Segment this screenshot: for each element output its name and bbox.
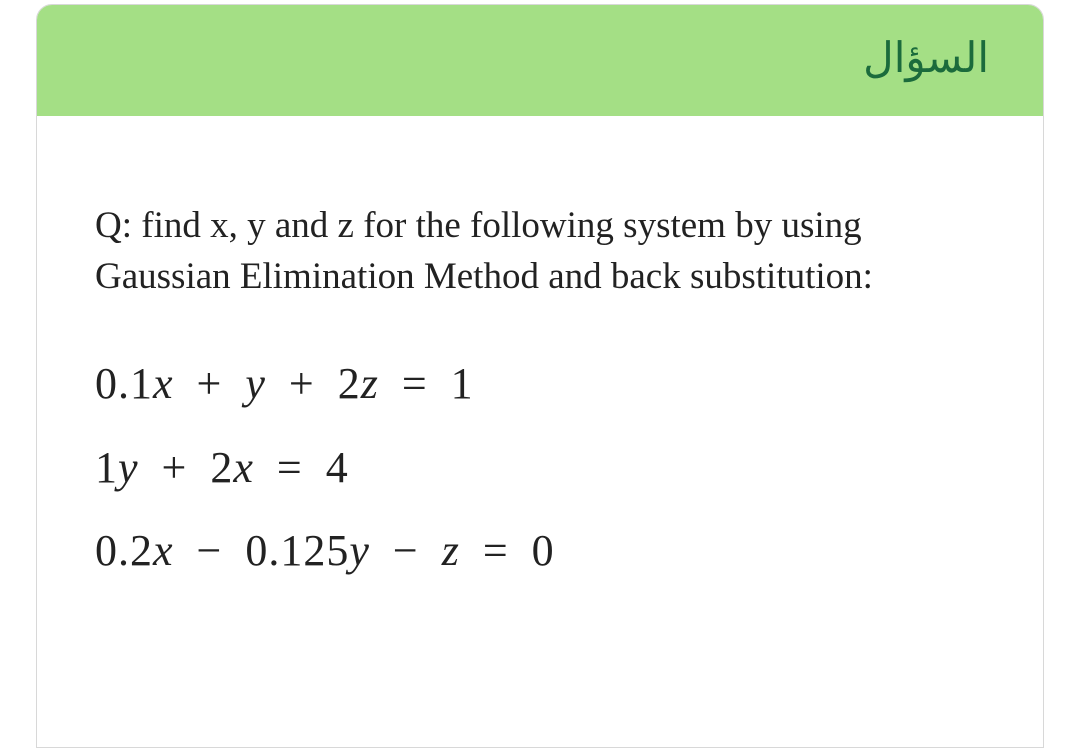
equation-2: 1y + 2x = 4	[95, 426, 985, 510]
eq1-var-x: x	[153, 359, 174, 408]
eq2-eq: =	[277, 443, 303, 492]
equation-3: 0.2x − 0.125y − z = 0	[95, 509, 985, 593]
eq1-var-y: y	[245, 359, 266, 408]
question-content: Q: find x, y and z for the following sys…	[37, 116, 1043, 623]
eq3-op1: −	[197, 526, 223, 575]
eq1-rhs: 1	[451, 359, 474, 408]
eq2-coef-y: 1	[95, 443, 118, 492]
eq1-op2: +	[289, 359, 315, 408]
eq3-coef-y: 0.125	[245, 526, 349, 575]
question-header: السؤال	[37, 5, 1043, 116]
eq2-op1: +	[162, 443, 188, 492]
equation-1: 0.1x + y + 2z = 1	[95, 342, 985, 426]
eq3-var-x: x	[153, 526, 174, 575]
question-line-2: Gaussian Elimination Method and back sub…	[95, 251, 985, 302]
eq1-coef-x: 0.1	[95, 359, 153, 408]
eq3-op2: −	[393, 526, 419, 575]
eq3-var-z: z	[442, 526, 460, 575]
header-label: السؤال	[91, 33, 989, 82]
eq3-eq: =	[483, 526, 509, 575]
eq1-coef-z: 2	[338, 359, 361, 408]
eq1-op1: +	[197, 359, 223, 408]
equations-block: 0.1x + y + 2z = 1 1y + 2x = 4 0.2x − 0.1…	[95, 342, 985, 593]
eq3-rhs: 0	[532, 526, 555, 575]
eq2-var-x: x	[233, 443, 254, 492]
eq3-coef-x: 0.2	[95, 526, 153, 575]
eq2-rhs: 4	[326, 443, 349, 492]
eq1-eq: =	[402, 359, 428, 408]
eq2-var-y: y	[118, 443, 139, 492]
question-card: السؤال Q: find x, y and z for the follow…	[36, 4, 1044, 748]
eq2-coef-x: 2	[210, 443, 233, 492]
eq1-var-z: z	[361, 359, 379, 408]
eq3-var-y: y	[349, 526, 370, 575]
question-line-1: Q: find x, y and z for the following sys…	[95, 200, 985, 251]
